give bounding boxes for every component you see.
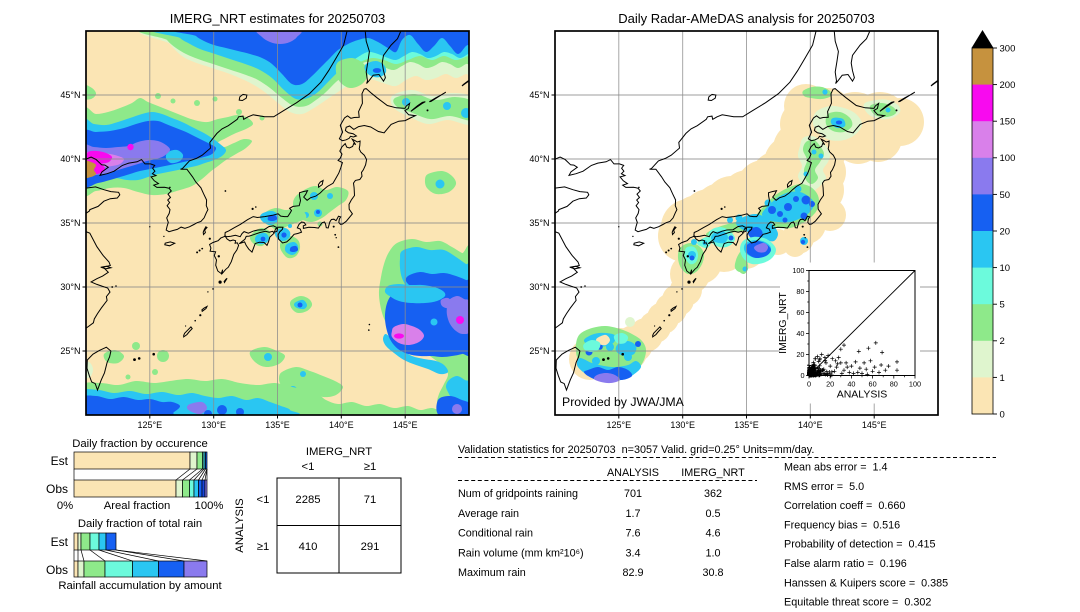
svg-text:0: 0 xyxy=(807,380,811,389)
svg-text:Validation statistics for 2025: Validation statistics for 20250703 n=305… xyxy=(458,444,814,456)
svg-text:ANALYSIS: ANALYSIS xyxy=(837,389,888,401)
svg-text:200: 200 xyxy=(1000,80,1016,91)
svg-text:40°N: 40°N xyxy=(529,154,549,164)
svg-text:300: 300 xyxy=(1000,43,1016,54)
svg-text:2: 2 xyxy=(1000,336,1005,347)
svg-text:80: 80 xyxy=(796,287,804,296)
svg-text:135°E: 135°E xyxy=(265,420,290,430)
svg-text:0: 0 xyxy=(800,371,804,380)
svg-text:Provided by JWA/JMA: Provided by JWA/JMA xyxy=(562,395,685,409)
svg-text:Est: Est xyxy=(51,454,69,468)
svg-text:701: 701 xyxy=(624,488,642,500)
svg-text:4.6: 4.6 xyxy=(705,528,720,540)
svg-text:80: 80 xyxy=(890,380,898,389)
svg-text:Hanssen & Kuipers score = 0.3: Hanssen & Kuipers score = 0.385 xyxy=(784,577,948,589)
svg-text:Maximum rain: Maximum rain xyxy=(458,567,526,579)
svg-text:Probability of detection = 0.: Probability of detection = 0.415 xyxy=(784,539,936,551)
svg-text:Daily fraction by occurence: Daily fraction by occurence xyxy=(72,438,208,450)
svg-text:False alarm ratio = 0.196: False alarm ratio = 0.196 xyxy=(784,558,907,570)
svg-text:Equitable threat score = 0.30: Equitable threat score = 0.302 xyxy=(784,597,931,609)
svg-text:IMERG_NRT: IMERG_NRT xyxy=(777,292,789,354)
svg-text:291: 291 xyxy=(361,541,380,553)
svg-text:≥1: ≥1 xyxy=(257,541,269,553)
svg-text:≥1: ≥1 xyxy=(364,461,376,473)
svg-text:35°N: 35°N xyxy=(60,218,80,228)
svg-text:Daily fraction of total rain: Daily fraction of total rain xyxy=(78,518,202,530)
svg-text:135°E: 135°E xyxy=(734,420,759,430)
svg-text:0%: 0% xyxy=(57,500,73,512)
svg-text:10: 10 xyxy=(1000,263,1011,274)
svg-text:3.4: 3.4 xyxy=(625,547,640,559)
svg-text:1.7: 1.7 xyxy=(625,508,640,520)
svg-text:<1: <1 xyxy=(302,461,315,473)
svg-text:Rainfall accumulation by amoun: Rainfall accumulation by amount xyxy=(58,580,222,592)
svg-text:Correlation coeff = 0.660: Correlation coeff = 0.660 xyxy=(784,500,905,512)
svg-text:5: 5 xyxy=(1000,300,1005,311)
svg-text:40: 40 xyxy=(796,329,804,338)
svg-text:130°E: 130°E xyxy=(201,420,226,430)
svg-text:Rain volume (mm km²10⁶): Rain volume (mm km²10⁶) xyxy=(458,547,584,559)
svg-text:45°N: 45°N xyxy=(60,90,80,100)
svg-text:Daily Radar-AMeDAS analysis fo: Daily Radar-AMeDAS analysis for 20250703 xyxy=(618,11,875,26)
svg-text:RMS error = 5.0: RMS error = 5.0 xyxy=(784,481,864,493)
svg-text:140°E: 140°E xyxy=(329,420,354,430)
svg-text:130°E: 130°E xyxy=(670,420,695,430)
svg-text:362: 362 xyxy=(704,488,722,500)
svg-text:Areal fraction: Areal fraction xyxy=(104,500,171,512)
svg-text:IMERG_NRT: IMERG_NRT xyxy=(306,446,372,458)
svg-text:71: 71 xyxy=(364,494,377,506)
svg-text:Frequency bias = 0.516: Frequency bias = 0.516 xyxy=(784,519,900,531)
svg-text:0.5: 0.5 xyxy=(705,508,720,520)
svg-text:410: 410 xyxy=(299,541,318,553)
svg-text:1: 1 xyxy=(1000,373,1005,384)
svg-text:IMERG_NRT: IMERG_NRT xyxy=(681,467,745,479)
svg-text:25°N: 25°N xyxy=(529,346,549,356)
svg-text:60: 60 xyxy=(869,380,877,389)
svg-text:20: 20 xyxy=(796,350,804,359)
svg-text:100: 100 xyxy=(1000,153,1016,164)
svg-text:20: 20 xyxy=(826,380,834,389)
svg-text:Obs: Obs xyxy=(46,482,68,496)
svg-text:25°N: 25°N xyxy=(60,346,80,356)
svg-text:60: 60 xyxy=(796,308,804,317)
svg-text:0: 0 xyxy=(1000,409,1005,420)
svg-text:82.9: 82.9 xyxy=(622,567,643,579)
svg-text:Obs: Obs xyxy=(46,563,68,577)
svg-text:125°E: 125°E xyxy=(137,420,162,430)
svg-text:Average rain: Average rain xyxy=(458,508,519,520)
svg-text:Mean abs error = 1.4: Mean abs error = 1.4 xyxy=(784,462,888,474)
svg-text:Est: Est xyxy=(51,535,69,549)
svg-text:40: 40 xyxy=(847,380,855,389)
svg-text:125°E: 125°E xyxy=(606,420,631,430)
svg-text:7.6: 7.6 xyxy=(625,528,640,540)
svg-text:Num of gridpoints raining: Num of gridpoints raining xyxy=(458,488,578,500)
svg-text:<1: <1 xyxy=(257,494,270,506)
svg-text:145°E: 145°E xyxy=(393,420,418,430)
svg-text:30°N: 30°N xyxy=(529,282,549,292)
svg-text:1.0: 1.0 xyxy=(705,547,720,559)
svg-text:Conditional rain: Conditional rain xyxy=(458,528,533,540)
svg-text:100: 100 xyxy=(792,266,804,275)
svg-text:45°N: 45°N xyxy=(529,90,549,100)
svg-text:150: 150 xyxy=(1000,117,1016,128)
svg-text:40°N: 40°N xyxy=(60,154,80,164)
svg-text:145°E: 145°E xyxy=(862,420,887,430)
svg-text:35°N: 35°N xyxy=(529,218,549,228)
svg-text:30.8: 30.8 xyxy=(702,567,723,579)
svg-text:2285: 2285 xyxy=(295,494,320,506)
svg-text:100%: 100% xyxy=(195,500,224,512)
svg-text:ANALYSIS: ANALYSIS xyxy=(234,498,246,553)
svg-text:140°E: 140°E xyxy=(798,420,823,430)
svg-text:ANALYSIS: ANALYSIS xyxy=(607,467,659,479)
svg-text:20: 20 xyxy=(1000,226,1011,237)
svg-text:100: 100 xyxy=(909,380,921,389)
svg-text:IMERG_NRT estimates for 202507: IMERG_NRT estimates for 20250703 xyxy=(170,11,386,26)
svg-text:30°N: 30°N xyxy=(60,282,80,292)
svg-text:50: 50 xyxy=(1000,190,1011,201)
